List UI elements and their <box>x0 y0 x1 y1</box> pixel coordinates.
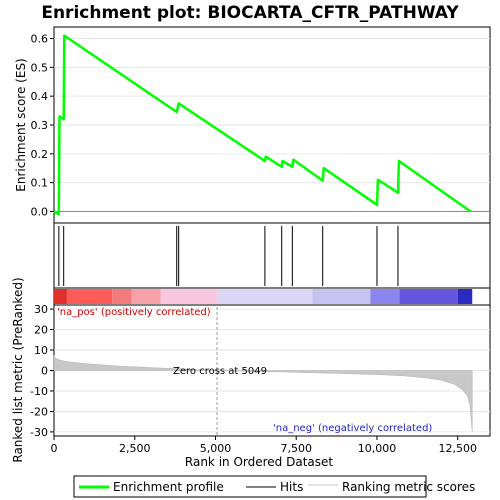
enrichment-score-panel: 0.0 0.1 0.2 0.3 0.4 0.5 0.6 Enrichment score (… <box>14 26 491 224</box>
x-tick-label: 5,000 <box>200 442 232 455</box>
metric-y-tick-label: 20 <box>34 324 48 337</box>
hits-panel <box>53 222 491 289</box>
gradient-segment <box>54 289 67 304</box>
metric-y-tick-label: -30 <box>30 426 48 439</box>
x-tick-label: 10,000 <box>358 442 397 455</box>
legend-metric-label: Ranking metric scores <box>342 480 475 494</box>
x-tick-label: 12,500 <box>438 442 477 455</box>
legend: Enrichment profile Hits Ranking metric s… <box>73 475 475 498</box>
x-tick-label: 2,500 <box>119 442 151 455</box>
es-y-tick-label: 0.4 <box>31 90 49 103</box>
chart-title: Enrichment plot: BIOCARTA_CFTR_PATHWAY <box>41 3 459 23</box>
legend-enrichment-label: Enrichment profile <box>113 480 224 494</box>
gradient-segment <box>217 289 313 304</box>
es-y-tick-label: 0.2 <box>31 148 49 161</box>
metric-y-tick-label: -20 <box>30 405 48 418</box>
ranking-metric-area <box>53 354 473 432</box>
gradient-segment <box>112 289 132 304</box>
es-y-tick-label: 0.1 <box>31 177 49 190</box>
na-pos-annotation: 'na_pos' (positively correlated) <box>57 307 211 318</box>
ranked-metric-panel: 30 20 10 0 -10 -20 -30 'na_pos' (positively co… <box>11 277 491 463</box>
es-y-tick-label: 0.6 <box>31 33 49 46</box>
gradient-segment <box>160 289 218 304</box>
metric-y-tick-label: 30 <box>34 303 48 316</box>
gradient-segment <box>66 289 113 304</box>
gradient-segment <box>370 289 400 304</box>
metric-y-tick-label: -10 <box>30 385 48 398</box>
rank-gradient-panel <box>53 287 491 306</box>
metric-y-axis-label: Ranked list metric (PreRanked) <box>11 277 25 462</box>
x-axis-label: Rank in Ordered Dataset <box>185 455 333 469</box>
metric-y-tick-label: 10 <box>34 344 48 357</box>
enrichment-profile-line <box>53 34 472 216</box>
es-y-tick-label: 0.3 <box>31 119 49 132</box>
gradient-segment <box>457 289 473 304</box>
legend-hits-label: Hits <box>280 480 303 494</box>
es-y-tick-label: 0.0 <box>31 205 49 218</box>
gradient-segment <box>399 289 458 304</box>
zero-cross-annotation: Zero cross at 5049 <box>173 366 267 377</box>
hits-frame <box>53 222 491 289</box>
gradient-segment <box>312 289 371 304</box>
metric-y-tick-label: 0 <box>41 365 48 378</box>
es-y-tick-label: 0.5 <box>31 61 49 74</box>
na-neg-annotation: 'na_neg' (negatively correlated) <box>273 423 432 434</box>
gradient-segment <box>131 289 161 304</box>
es-y-axis-label: Enrichment score (ES) <box>14 58 28 191</box>
x-tick-label: 7,500 <box>280 442 312 455</box>
x-tick-label: 0 <box>51 442 58 455</box>
